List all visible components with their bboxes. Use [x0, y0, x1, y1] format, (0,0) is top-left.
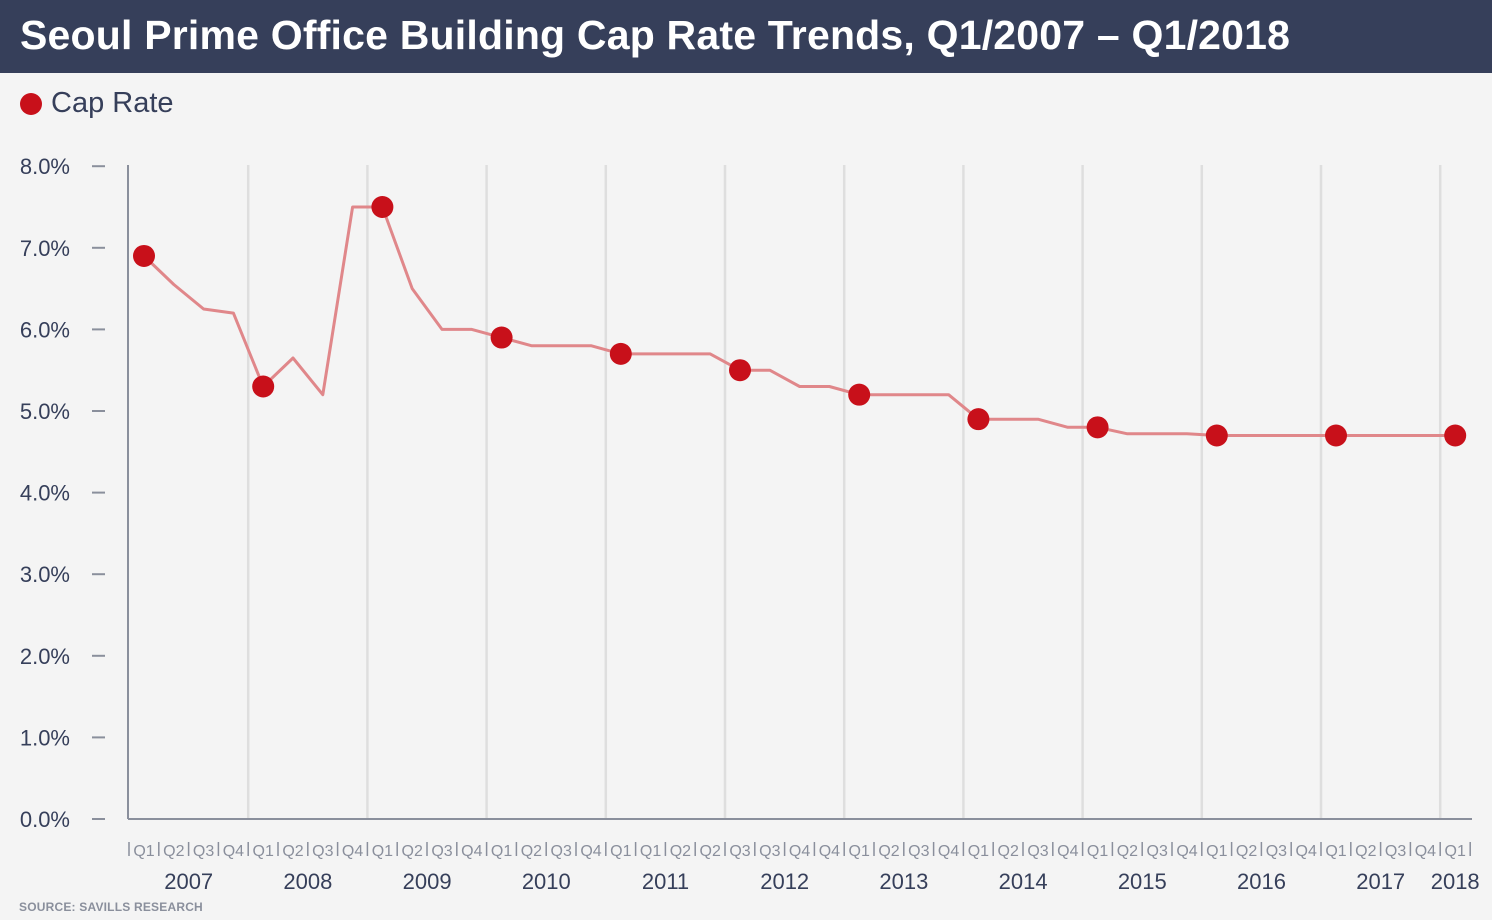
- x-quarter-label: Q3: [1385, 843, 1406, 860]
- x-quarter-label: Q4: [580, 843, 601, 860]
- source-note: SOURCE: SAVILLS RESEARCH: [19, 900, 203, 914]
- x-quarter-label: Q4: [461, 843, 482, 860]
- x-quarter-label: Q3: [1147, 843, 1168, 860]
- x-quarter-label: Q1: [640, 843, 661, 860]
- x-quarter-label: Q4: [1176, 843, 1197, 860]
- cap-rate-point: [133, 244, 155, 267]
- y-tick-label: 1.0%: [20, 725, 70, 750]
- x-year-label: 2010: [522, 869, 571, 894]
- cap-rate-point: [371, 196, 394, 218]
- x-year-label: 2014: [999, 869, 1048, 894]
- x-quarter-label: Q1: [1445, 843, 1466, 860]
- x-quarter-label: Q1: [253, 843, 274, 860]
- x-quarter-label: Q2: [670, 843, 691, 860]
- x-year-label: 2017: [1356, 869, 1405, 894]
- x-quarter-label: Q3: [431, 843, 452, 860]
- y-tick-label: 5.0%: [20, 399, 70, 424]
- x-year-label: 2013: [879, 869, 928, 894]
- x-year-label: 2009: [403, 869, 452, 894]
- x-quarter-label: Q2: [282, 843, 303, 860]
- x-quarter-label: Q1: [372, 843, 393, 860]
- x-quarter-label: Q1: [968, 843, 989, 860]
- x-quarter-label: Q3: [193, 843, 214, 860]
- y-tick-label: 2.0%: [20, 644, 70, 669]
- x-quarter-label: Q3: [729, 843, 750, 860]
- x-quarter-label: Q4: [938, 843, 959, 860]
- x-quarter-label: Q4: [1296, 843, 1317, 860]
- y-tick-label: 4.0%: [20, 481, 70, 506]
- y-tick-label: 7.0%: [20, 236, 70, 261]
- x-year-label: 2018: [1431, 869, 1480, 894]
- y-tick-label: 3.0%: [20, 562, 70, 587]
- cap-rate-point: [490, 326, 513, 349]
- title-bar: Seoul Prime Office Building Cap Rate Tre…: [0, 0, 1492, 73]
- cap-rate-point: [609, 342, 632, 365]
- x-quarter-label: Q4: [789, 843, 810, 860]
- x-year-label: 2012: [760, 869, 809, 894]
- x-year-label: 2007: [164, 869, 213, 894]
- cap-rate-point: [848, 383, 871, 406]
- x-quarter-label: Q1: [1325, 843, 1346, 860]
- legend-marker: [20, 92, 42, 115]
- x-quarter-label: Q1: [491, 843, 512, 860]
- y-tick-label: 6.0%: [20, 317, 70, 342]
- x-quarter-label: Q2: [163, 843, 184, 860]
- x-quarter-label: Q3: [1266, 843, 1287, 860]
- y-tick-label: 0.0%: [20, 807, 70, 832]
- x-quarter-label: Q4: [1057, 843, 1078, 860]
- x-quarter-label: Q3: [312, 843, 333, 860]
- x-quarter-label: Q2: [998, 843, 1019, 860]
- x-quarter-label: Q3: [759, 843, 780, 860]
- y-tick-label: 8.0%: [20, 154, 70, 179]
- x-quarter-label: Q1: [1087, 843, 1108, 860]
- cap-rate-point: [1444, 424, 1467, 447]
- x-year-label: 2008: [283, 869, 332, 894]
- x-quarter-label: Q1: [133, 843, 154, 860]
- x-quarter-label: Q1: [849, 843, 870, 860]
- x-quarter-label: Q2: [1355, 843, 1376, 860]
- x-quarter-label: Q4: [223, 843, 244, 860]
- cap-rate-point: [1325, 424, 1347, 447]
- x-quarter-label: Q2: [700, 843, 721, 860]
- cap-rate-point: [1205, 424, 1228, 447]
- x-quarter-label: Q3: [1027, 843, 1048, 860]
- x-quarter-label: Q4: [1415, 843, 1436, 860]
- cap-rate-point: [967, 408, 990, 431]
- legend-label: Cap Rate: [51, 87, 174, 119]
- cap-rate-point: [729, 359, 751, 382]
- cap-rate-point: [252, 375, 275, 398]
- x-year-label: 2015: [1118, 869, 1167, 894]
- x-year-label: 2016: [1237, 869, 1286, 894]
- x-quarter-label: Q2: [402, 843, 423, 860]
- x-quarter-label: Q4: [342, 843, 363, 860]
- x-quarter-label: Q2: [878, 843, 899, 860]
- cap-rate-point: [1086, 416, 1109, 439]
- x-quarter-label: Q3: [908, 843, 929, 860]
- x-quarter-label: Q1: [610, 843, 631, 860]
- cap-rate-line: [142, 205, 1456, 437]
- x-quarter-label: Q4: [819, 843, 840, 860]
- x-quarter-label: Q2: [521, 843, 542, 860]
- x-quarter-label: Q3: [551, 843, 572, 860]
- x-quarter-label: Q2: [1117, 843, 1138, 860]
- x-quarter-label: Q1: [1206, 843, 1227, 860]
- x-quarter-label: Q2: [1236, 843, 1257, 860]
- x-year-label: 2011: [642, 869, 689, 894]
- chart-title: Seoul Prime Office Building Cap Rate Tre…: [20, 12, 1291, 58]
- legend: Cap Rate: [20, 87, 174, 120]
